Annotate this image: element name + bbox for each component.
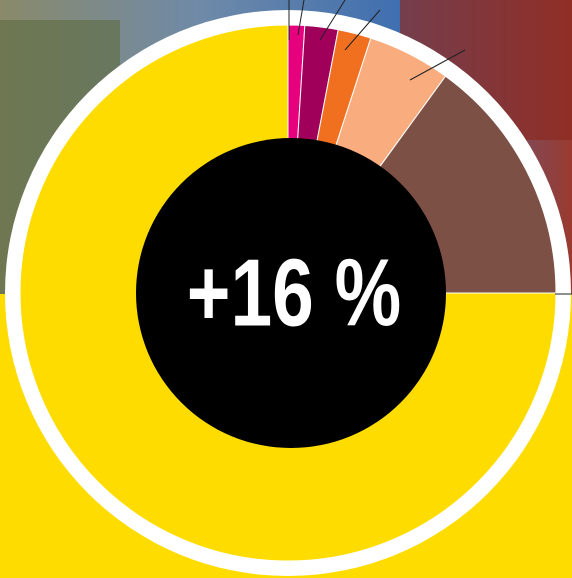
center-label: +16 % bbox=[187, 239, 401, 346]
chart: +16 % bbox=[0, 0, 572, 578]
page: +16 % (() => { const data = JSON.parse(d… bbox=[0, 0, 572, 578]
